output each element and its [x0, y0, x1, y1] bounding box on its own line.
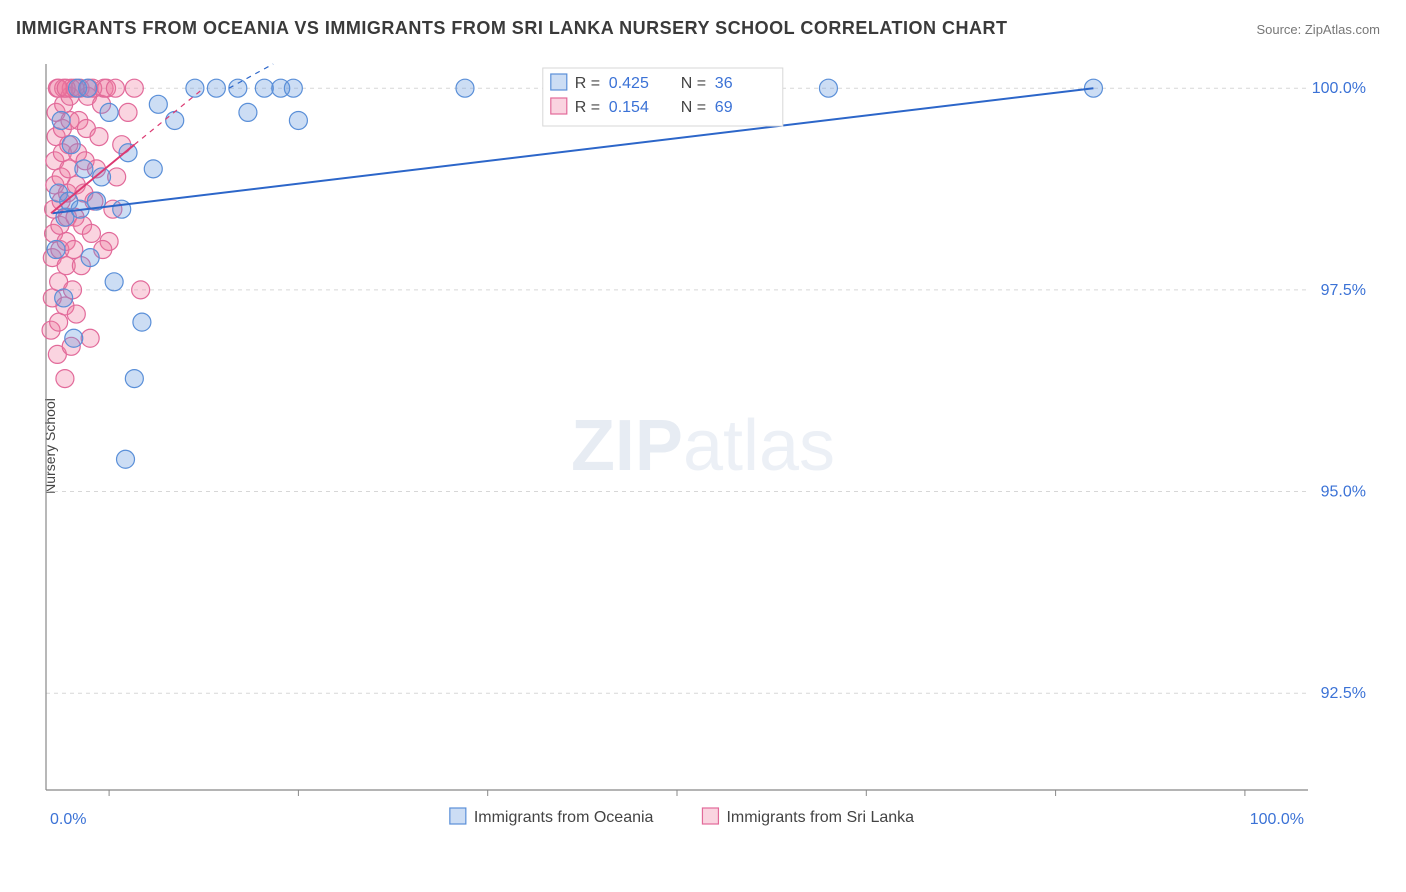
- scatter-chart: 92.5% 95.0% 97.5% 100.0% 0.0% 100.0% R = 0.425 N…: [38, 60, 1378, 830]
- svg-text:92.5%: 92.5%: [1321, 685, 1366, 702]
- svg-text:97.5%: 97.5%: [1321, 282, 1366, 299]
- svg-text:Immigrants from Sri Lanka: Immigrants from Sri Lanka: [726, 809, 914, 826]
- svg-text:N =: N =: [681, 99, 706, 116]
- svg-text:95.0%: 95.0%: [1321, 484, 1366, 501]
- chart-title: IMMIGRANTS FROM OCEANIA VS IMMIGRANTS FR…: [16, 18, 1008, 39]
- source-label: Source: ZipAtlas.com: [1256, 22, 1380, 37]
- svg-text:100.0%: 100.0%: [1250, 811, 1304, 828]
- chart-container: IMMIGRANTS FROM OCEANIA VS IMMIGRANTS FR…: [0, 0, 1406, 892]
- svg-text:0.425: 0.425: [609, 75, 649, 92]
- svg-text:100.0%: 100.0%: [1312, 80, 1366, 97]
- svg-text:0.0%: 0.0%: [50, 811, 86, 828]
- svg-text:N =: N =: [681, 75, 706, 92]
- svg-text:Immigrants from Oceania: Immigrants from Oceania: [474, 809, 654, 826]
- svg-text:R =: R =: [575, 75, 600, 92]
- svg-text:R =: R =: [575, 99, 600, 116]
- svg-text:36: 36: [715, 75, 733, 92]
- plot-area: 92.5% 95.0% 97.5% 100.0% 0.0% 100.0% R = 0.425 N…: [38, 60, 1378, 830]
- svg-text:0.154: 0.154: [609, 99, 649, 116]
- svg-text:69: 69: [715, 99, 733, 116]
